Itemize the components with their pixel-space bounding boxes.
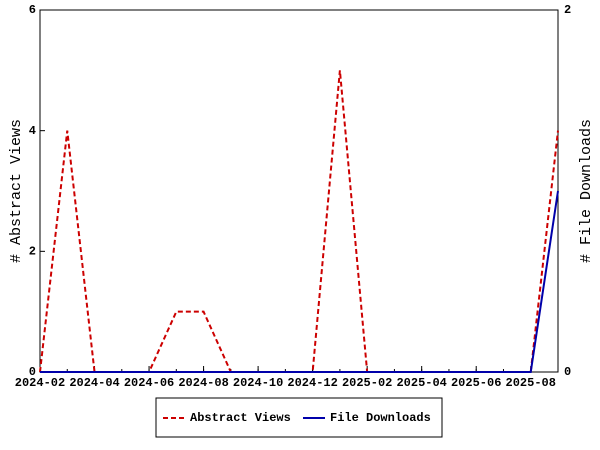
x-tick-label: 2025-08 [506, 376, 556, 390]
y2-tick-label: 2 [564, 3, 571, 17]
y-tick-label: 0 [29, 365, 36, 379]
legend-label: Abstract Views [190, 411, 291, 425]
legend-box [155, 397, 443, 438]
y-axis-title: # Abstract Views [8, 119, 25, 263]
x-tick-label: 2025-04 [396, 376, 446, 390]
y2-axis-title: # File Downloads [578, 119, 595, 263]
series-line [40, 190, 559, 373]
y-tick-label: 2 [29, 245, 36, 259]
x-tick-label: 2024-02 [15, 376, 65, 390]
y-tick-label: 4 [29, 124, 36, 138]
x-tick-label: 2025-02 [342, 376, 392, 390]
x-tick-label: 2024-10 [233, 376, 283, 390]
series-line [39, 70, 559, 373]
x-tick-label: 2025-06 [451, 376, 501, 390]
legend-label: File Downloads [330, 411, 431, 425]
y2-tick-label: 0 [564, 365, 571, 379]
y-tick-label: 6 [29, 3, 36, 17]
x-tick-label: 2024-06 [124, 376, 174, 390]
plot-frame [39, 9, 559, 373]
x-tick-label: 2024-12 [287, 376, 337, 390]
x-tick-label: 2024-04 [69, 376, 119, 390]
x-tick-label: 2024-08 [178, 376, 228, 390]
